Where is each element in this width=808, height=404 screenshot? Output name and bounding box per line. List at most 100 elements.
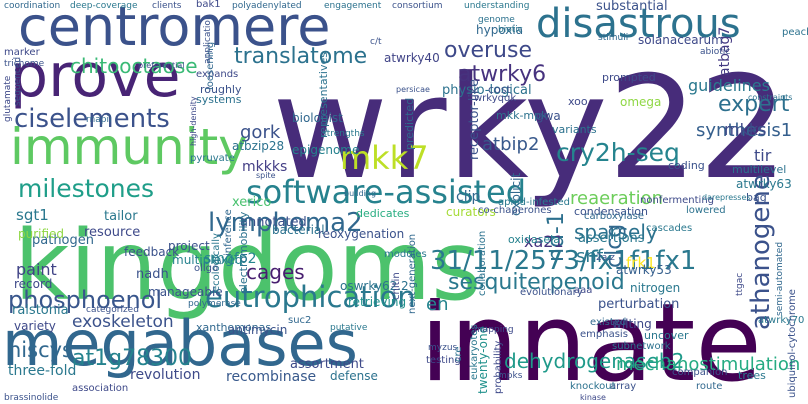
word: ralstonia bbox=[12, 303, 69, 318]
word: expands bbox=[196, 69, 239, 80]
word: hypoxia bbox=[476, 23, 524, 37]
word: xa21 bbox=[524, 232, 564, 251]
word: categorized bbox=[86, 305, 139, 315]
word: guidelines bbox=[688, 76, 770, 95]
word: revolution bbox=[130, 367, 201, 383]
word: collaboration bbox=[477, 230, 488, 296]
word: strengths bbox=[322, 129, 365, 139]
word: understanding bbox=[464, 1, 530, 11]
word: engagement bbox=[324, 1, 382, 11]
word: project bbox=[168, 239, 210, 253]
word: inference bbox=[223, 209, 234, 256]
word: route bbox=[696, 381, 723, 392]
word: solanacearum bbox=[638, 33, 723, 47]
word: atwrky70 bbox=[758, 315, 805, 326]
word: multiplexed bbox=[172, 253, 243, 267]
word: existed bbox=[590, 317, 627, 328]
word: genome bbox=[478, 15, 515, 25]
word: chitooctaose bbox=[70, 54, 198, 78]
word: sparsely bbox=[574, 220, 658, 244]
word: oswrky62.2 bbox=[340, 279, 409, 293]
word: clip bbox=[456, 189, 481, 205]
word: atbip2 bbox=[482, 134, 540, 155]
word: translatome bbox=[234, 44, 368, 69]
word: cry2h-seq bbox=[556, 138, 680, 167]
word: predicted bbox=[403, 97, 416, 150]
word: association bbox=[72, 383, 129, 394]
word: ciselements bbox=[14, 104, 170, 134]
word: darepresses bbox=[702, 193, 751, 202]
word: mapping bbox=[474, 325, 514, 335]
word: polyadenylated bbox=[232, 1, 302, 11]
word: nitrogen bbox=[630, 281, 681, 295]
word: array bbox=[610, 381, 637, 392]
word: application bbox=[203, 14, 213, 64]
word: mkkks bbox=[242, 159, 288, 175]
word: probability bbox=[493, 340, 504, 394]
word: nadh bbox=[136, 267, 169, 282]
word: multilevel bbox=[732, 163, 787, 176]
word: recombinase bbox=[226, 369, 317, 385]
word: myzus bbox=[428, 343, 458, 353]
word: trichome bbox=[4, 59, 45, 69]
word: receptor-like bbox=[467, 79, 482, 160]
word: building bbox=[344, 189, 377, 198]
word: assortment bbox=[290, 357, 364, 372]
word: synthesis1 bbox=[696, 120, 793, 141]
word: three-fold bbox=[8, 363, 77, 379]
word: feedback bbox=[124, 245, 180, 259]
word: perturbation bbox=[598, 297, 680, 312]
word: testing bbox=[426, 355, 461, 366]
word: emphasis bbox=[580, 329, 628, 340]
word: atwrky6 bbox=[458, 62, 547, 87]
word: brassinolide bbox=[4, 393, 59, 403]
word: clients bbox=[152, 1, 182, 11]
word: suc2 bbox=[288, 315, 312, 326]
word: epigenome bbox=[292, 143, 360, 157]
word: purified bbox=[18, 227, 65, 241]
word: semi-automated bbox=[775, 241, 785, 316]
word: cages bbox=[246, 260, 305, 284]
word: ttgac bbox=[735, 272, 745, 296]
word: subnetwork bbox=[612, 341, 671, 352]
word: disastrous bbox=[536, 1, 741, 47]
word: knockout bbox=[570, 381, 616, 392]
word: systems bbox=[196, 93, 242, 106]
word: en bbox=[426, 294, 449, 315]
word: exoskeleton bbox=[72, 312, 174, 332]
word: bag bbox=[746, 191, 767, 204]
word: megabases bbox=[2, 307, 358, 380]
word: tailor bbox=[104, 209, 138, 224]
word: aphid-infested bbox=[498, 197, 570, 208]
word: defense bbox=[330, 369, 378, 383]
word: condensation bbox=[574, 205, 649, 218]
word: reoxygenation bbox=[318, 227, 405, 241]
word: kingdoms bbox=[14, 210, 482, 322]
word: ubiquinol-cytochrome bbox=[787, 289, 798, 398]
word: atwrky63 bbox=[736, 177, 792, 191]
word: aaa bbox=[574, 285, 593, 296]
word: trees bbox=[738, 369, 766, 382]
word: xerico bbox=[232, 195, 272, 210]
word: modules bbox=[384, 249, 427, 260]
word: peach bbox=[782, 27, 808, 38]
word: preferential bbox=[138, 61, 185, 70]
word: electromobility bbox=[237, 211, 250, 294]
word: omega bbox=[620, 95, 662, 109]
word: sesquiterpenoid bbox=[448, 270, 625, 295]
word: oxidasela bbox=[508, 233, 560, 246]
word: companion bbox=[672, 367, 728, 378]
word: bacterial bbox=[272, 223, 325, 237]
word: 31/11/2573/fx1f1fx1 bbox=[430, 246, 697, 276]
word: sgt1 bbox=[16, 206, 49, 224]
word: dedicates bbox=[356, 207, 410, 220]
word: spite bbox=[256, 171, 276, 180]
word: oligo bbox=[194, 263, 219, 274]
word: abiotic bbox=[700, 47, 731, 57]
word: overuse bbox=[444, 38, 532, 63]
word: mkks bbox=[724, 120, 767, 139]
word: variety bbox=[14, 319, 56, 333]
word: wilting bbox=[612, 317, 652, 331]
word: manageable bbox=[148, 285, 223, 299]
